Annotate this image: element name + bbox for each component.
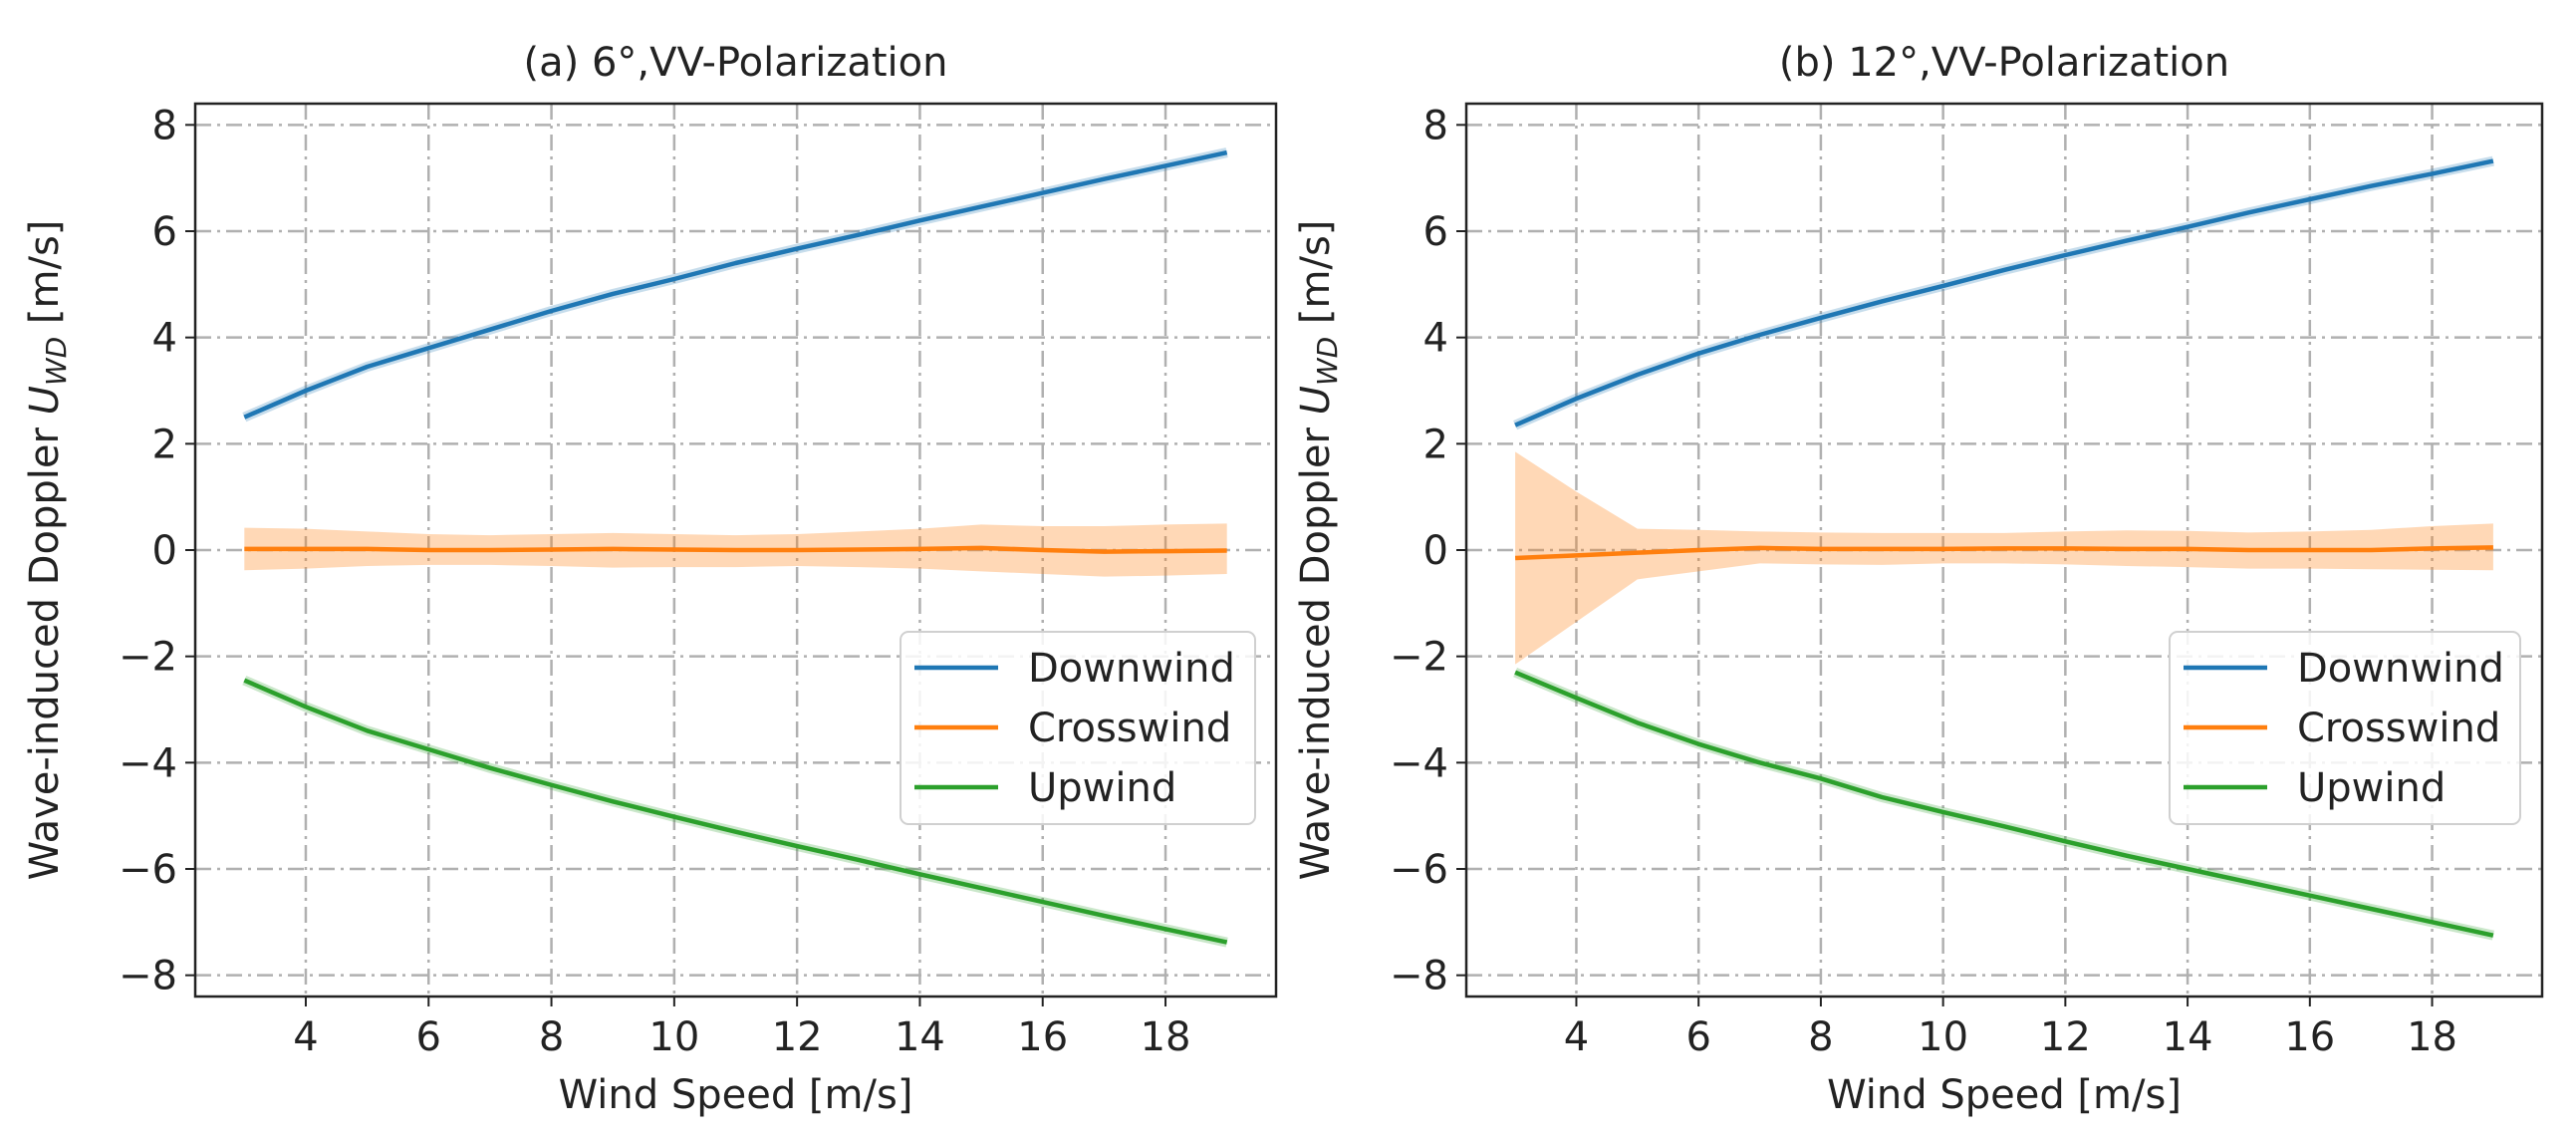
- x-tick-label: 8: [539, 1014, 564, 1060]
- y-axis-label-symbol: U: [1293, 386, 1339, 415]
- y-axis-label: Wave-induced Doppler UWD [m/s]: [1293, 220, 1344, 881]
- x-tick-label: 6: [416, 1014, 441, 1060]
- x-tick-label: 10: [1918, 1014, 1968, 1060]
- y-tick-label: 4: [1423, 316, 1448, 362]
- axes-frame: [1464, 102, 2544, 998]
- chart-title: (b) 12°,VV-Polarization: [1779, 40, 2229, 86]
- y-tick-label: −2: [119, 635, 177, 681]
- x-tick-label: 8: [1808, 1014, 1833, 1060]
- y-axis-label-subscript: WD: [1311, 337, 1344, 386]
- x-axis-label: Wind Speed [m/s]: [559, 1072, 913, 1118]
- legend-label-downwind: Downwind: [2297, 646, 2504, 692]
- x-tick-label: 16: [2284, 1014, 2335, 1060]
- x-tick-label: 14: [895, 1014, 945, 1060]
- x-tick-label: 10: [648, 1014, 699, 1060]
- y-axis-label: Wave-induced Doppler UWD [m/s]: [22, 220, 73, 881]
- y-tick-label: 0: [152, 528, 177, 574]
- x-axis-label: Wind Speed [m/s]: [1827, 1072, 2182, 1118]
- y-tick-label: −8: [1390, 954, 1448, 999]
- y-axis-label-subscript: WD: [40, 337, 73, 386]
- legend-label-upwind: Upwind: [2297, 765, 2446, 811]
- crosswind-line: [244, 545, 1227, 554]
- x-tick-label: 16: [1017, 1014, 1068, 1060]
- y-tick-label: 8: [1423, 103, 1448, 148]
- downwind-line: [1514, 158, 2494, 428]
- upwind-line: [243, 678, 1228, 945]
- crosswind-uncertainty-band: [1515, 451, 2493, 665]
- y-tick-label: 2: [1423, 422, 1448, 467]
- y-tick-label: −4: [1390, 740, 1448, 786]
- y-tick-label: −6: [1390, 847, 1448, 893]
- y-tick-label: 6: [1423, 209, 1448, 255]
- downwind-line: [243, 149, 1228, 420]
- legend-box: [2169, 631, 2521, 825]
- y-axis-label-prefix: Wave-induced Doppler: [22, 415, 68, 880]
- legend-label-upwind: Upwind: [1028, 765, 1176, 811]
- x-tick-label: 4: [293, 1014, 318, 1060]
- x-tick-label: 6: [1685, 1014, 1710, 1060]
- x-tick-label: 12: [772, 1014, 823, 1060]
- x-tick-label: 18: [2407, 1014, 2457, 1060]
- x-tick-label: 12: [2040, 1014, 2091, 1060]
- y-axis-label-symbol: U: [22, 386, 68, 415]
- axes-frame: [193, 102, 1278, 998]
- y-tick-label: −6: [119, 847, 177, 893]
- crosswind-line: [1514, 545, 2493, 561]
- y-axis-label-suffix: [m/s]: [22, 220, 68, 337]
- legend-label-crosswind: Crosswind: [2297, 706, 2500, 751]
- legend-label-downwind: Downwind: [1028, 646, 1235, 692]
- upwind-line: [1514, 670, 2494, 938]
- x-tick-label: 18: [1141, 1014, 1191, 1060]
- y-axis-label-suffix: [m/s]: [1293, 220, 1339, 337]
- downwind-uncertainty-band: [242, 147, 1228, 423]
- legend: Downwind Crosswind Upwind: [2169, 631, 2521, 825]
- x-tick-label: 4: [1564, 1014, 1589, 1060]
- y-tick-label: 6: [152, 209, 177, 255]
- y-tick-label: −4: [119, 740, 177, 786]
- y-tick-label: 2: [152, 422, 177, 467]
- legend-box: [900, 631, 1256, 825]
- panel-b: 4 6 8 10 12 14 16 18 −8 −6 −4 −2 0 2 4 6 8 (b) 12°,VV-Pol…: [1293, 40, 2544, 1118]
- legend-label-crosswind: Crosswind: [1028, 706, 1231, 751]
- panel-a: 4 6 8 10 12 14 16 18 −8 −6 −4 −2 0 2 4 6 8 (a) 6°,VV-Pola…: [22, 40, 1278, 1118]
- y-tick-label: 0: [1423, 528, 1448, 574]
- y-tick-label: 8: [152, 103, 177, 148]
- downwind-uncertainty-band: [1513, 155, 2494, 430]
- x-tick-label: 14: [2163, 1014, 2213, 1060]
- y-axis-label-prefix: Wave-induced Doppler: [1293, 415, 1339, 880]
- y-tick-label: 4: [152, 316, 177, 362]
- y-tick-label: −2: [1390, 635, 1448, 681]
- legend: Downwind Crosswind Upwind: [900, 631, 1256, 825]
- y-tick-label: −8: [119, 954, 177, 999]
- chart-title: (a) 6°,VV-Polarization: [524, 40, 948, 86]
